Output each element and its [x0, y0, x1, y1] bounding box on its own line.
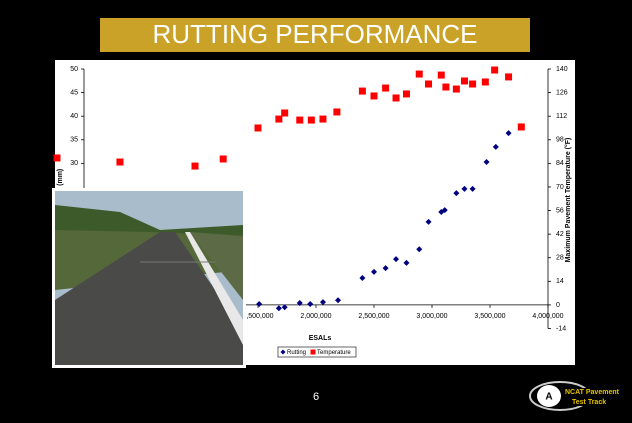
y2-tick-label: 42	[556, 231, 564, 238]
point	[53, 154, 60, 161]
y2-tick-label: -14	[556, 325, 566, 332]
point	[442, 84, 449, 91]
point	[453, 86, 460, 93]
point	[491, 67, 498, 74]
point	[482, 78, 489, 85]
x-tick-label: 1,500,000	[242, 313, 273, 320]
point	[382, 85, 389, 92]
logo: A NCAT Pavement Test Track	[530, 382, 625, 410]
y2-tick-label: 56	[556, 207, 564, 214]
logo-text: Test Track	[572, 399, 606, 406]
y2-tick-label: 0	[556, 302, 560, 309]
x-tick-label: 3,500,000	[474, 313, 505, 320]
y-tick-label: 50	[70, 66, 78, 73]
x-tick-label: 3,000,000	[416, 313, 447, 320]
y2-tick-label: 84	[556, 160, 564, 167]
y2-tick-label: 140	[556, 66, 568, 73]
point	[438, 72, 445, 79]
x-axis-label: ESALs	[309, 335, 332, 342]
point	[319, 116, 326, 123]
y2-tick-label: 28	[556, 255, 564, 262]
point	[403, 90, 410, 97]
legend-label: Temperature	[317, 350, 351, 356]
y-tick-label: 45	[70, 89, 78, 96]
logo-mark: A	[545, 392, 552, 403]
page: {"slide": {"title": "RUTTING PERFORMANCE…	[0, 0, 632, 423]
logo-line: NCAT	[565, 389, 585, 396]
point	[469, 80, 476, 87]
y2-axis-label: Maximum Pavement Temperature (°F)	[564, 138, 572, 263]
point	[275, 116, 282, 123]
y2-tick-label: 126	[556, 89, 568, 96]
slide-title: RUTTING PERFORMANCE	[153, 19, 478, 49]
point	[311, 350, 316, 355]
y-tick-label: 35	[70, 137, 78, 144]
slide: RUTTING PERFORMANCE 30 35 40 45 50 -14 0 14 28 42…	[0, 0, 632, 423]
x-tick-label: 2,500,000	[358, 313, 389, 320]
point	[359, 88, 366, 95]
y2-tick-label: 70	[556, 184, 564, 191]
x-tick-label: 4,000,000	[532, 313, 563, 320]
point	[220, 155, 227, 162]
point	[333, 108, 340, 115]
y2-tick-label: 98	[556, 137, 564, 144]
point	[518, 123, 525, 130]
logo-line: Pavement	[586, 389, 620, 396]
x-tick-label: 2,000,000	[300, 313, 331, 320]
photo	[52, 188, 246, 368]
y2-tick-label: 14	[556, 278, 564, 285]
legend-label: Rutting	[287, 350, 306, 356]
point	[308, 117, 315, 124]
point	[425, 80, 432, 87]
point	[371, 92, 378, 99]
point	[281, 109, 288, 116]
point	[255, 124, 262, 131]
page-number: 6	[313, 391, 319, 403]
point	[416, 71, 423, 78]
point	[296, 117, 303, 124]
y-tick-label: 40	[70, 113, 78, 120]
point	[461, 77, 468, 84]
point	[505, 73, 512, 80]
y-tick-label: 30	[70, 160, 78, 167]
y2-tick-label: 112	[556, 113, 567, 120]
point	[192, 163, 199, 170]
point	[116, 159, 123, 166]
point	[393, 94, 400, 101]
logo-text: NCAT Pavement	[565, 389, 620, 396]
